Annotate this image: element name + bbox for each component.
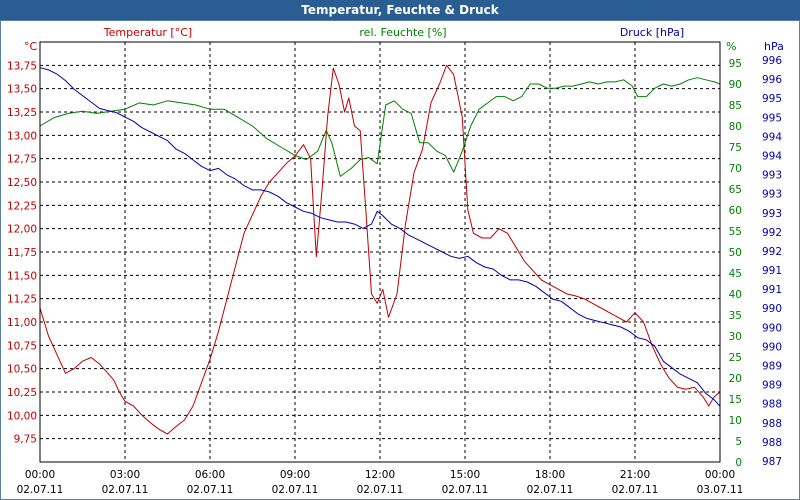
x-tick-date-label: 02.07.11 [102, 484, 149, 496]
pressure-tick-label: 987 [762, 456, 782, 468]
x-tick-time-label: 12:00 [365, 469, 395, 481]
x-tick-time-label: 09:00 [280, 469, 310, 481]
x-tick-date-label: 02.07.11 [187, 484, 234, 496]
pressure-tick-label: 989 [762, 380, 782, 392]
humidity-tick-label: 80 [729, 121, 742, 133]
temperature-tick-label: 11,75 [7, 247, 37, 259]
pressure-tick-label: 994 [762, 131, 782, 143]
chart-title: Temperatur, Feuchte & Druck [0, 0, 800, 20]
humidity-tick-label: 60 [729, 205, 742, 217]
humidity-tick-label: 25 [729, 352, 742, 364]
temperature-tick-label: 13,25 [7, 107, 37, 119]
pressure-tick-label: 994 [762, 150, 782, 162]
temperature-tick-label: 11,00 [7, 317, 37, 329]
pressure-tick-label: 990 [762, 322, 782, 334]
pressure-tick-label: 988 [762, 399, 782, 411]
tick-labels: 00:00 02.07.11 03:00 02.07.11 06:00 02.07.11 0… [7, 55, 782, 496]
x-tick-time-label: 21:00 [620, 469, 650, 481]
pressure-tick-label: 993 [762, 189, 782, 201]
x-tick-date-label: 03.07.11 [697, 484, 744, 496]
pressure-tick-label: 991 [762, 265, 782, 277]
humidity-tick-label: 55 [729, 226, 742, 238]
pressure-tick-label: 990 [762, 303, 782, 315]
x-tick-time-label: 06:00 [195, 469, 225, 481]
temperature-axis-label: Temperatur [°C] [103, 26, 192, 39]
humidity-tick-label: 0 [735, 457, 742, 469]
pressure-tick-label: 990 [762, 341, 782, 353]
pressure-tick-label: 989 [762, 361, 782, 373]
pressure-tick-label: 996 [762, 74, 782, 86]
humidity-tick-label: 75 [729, 142, 742, 154]
temperature-tick-label: 12,25 [7, 200, 37, 212]
humidity-tick-label: 10 [729, 415, 742, 427]
pressure-tick-label: 991 [762, 284, 782, 296]
temperature-tick-label: 10,50 [7, 364, 37, 376]
pressure-series-line [39, 67, 721, 407]
humidity-tick-label: 95 [729, 58, 742, 70]
pressure-tick-label: 996 [762, 55, 782, 67]
x-tick-date-label: 02.07.11 [527, 484, 574, 496]
temperature-tick-label: 11,25 [7, 294, 37, 306]
humidity-tick-label: 30 [729, 331, 742, 343]
pressure-tick-label: 993 [762, 170, 782, 182]
temperature-tick-label: 10,75 [7, 340, 37, 352]
temperature-tick-label: 10,25 [7, 387, 37, 399]
pressure-axis-label: Druck [hPa] [620, 26, 684, 39]
temperature-tick-label: 12,00 [7, 224, 37, 236]
x-tick-time-label: 03:00 [110, 469, 140, 481]
humidity-series-line [39, 77, 721, 177]
humidity-tick-label: 45 [729, 268, 742, 280]
plot-border [39, 41, 721, 463]
temperature-tick-label: 11,50 [7, 270, 37, 282]
humidity-tick-label: 5 [735, 436, 742, 448]
grid [40, 42, 720, 462]
temperature-tick-label: 13,75 [7, 60, 37, 72]
x-tick-date-label: 02.07.11 [357, 484, 404, 496]
pressure-tick-label: 995 [762, 93, 782, 105]
temperature-tick-label: 12,50 [7, 177, 37, 189]
pressure-tick-label: 993 [762, 208, 782, 220]
pressure-tick-label: 992 [762, 227, 782, 239]
pressure-tick-label: 988 [762, 418, 782, 430]
x-tick-time-label: 15:00 [450, 469, 480, 481]
humidity-tick-label: 35 [729, 310, 742, 322]
x-tick-date-label: 02.07.11 [272, 484, 319, 496]
temperature-tick-label: 13,00 [7, 130, 37, 142]
pressure-tick-label: 995 [762, 112, 782, 124]
temperature-tick-label: 12,75 [7, 154, 37, 166]
temperature-tick-label: 9,75 [14, 434, 37, 446]
temperature-tick-label: 10,00 [7, 410, 37, 422]
temperature-series-line [39, 64, 721, 435]
humidity-unit-label: % [726, 40, 736, 53]
series-lines [39, 64, 721, 435]
x-tick-time-label: 00:00 [705, 469, 735, 481]
x-tick-date-label: 02.07.11 [442, 484, 489, 496]
x-tick-date-label: 02.07.11 [612, 484, 659, 496]
humidity-tick-label: 65 [729, 184, 742, 196]
humidity-tick-label: 90 [729, 79, 742, 91]
humidity-tick-label: 85 [729, 100, 742, 112]
humidity-tick-label: 50 [729, 247, 742, 259]
humidity-tick-label: 70 [729, 163, 742, 175]
pressure-unit-label: hPa [764, 40, 784, 53]
humidity-tick-label: 15 [729, 394, 742, 406]
humidity-tick-label: 40 [729, 289, 742, 301]
x-tick-time-label: 18:00 [535, 469, 565, 481]
humidity-tick-label: 20 [729, 373, 742, 385]
x-tick-time-label: 00:00 [25, 469, 55, 481]
temperature-unit-label: °C [24, 40, 38, 53]
temperature-tick-label: 13,50 [7, 84, 37, 96]
x-tick-date-label: 02.07.11 [17, 484, 64, 496]
humidity-axis-label: rel. Feuchte [%] [359, 26, 446, 39]
pressure-tick-label: 992 [762, 246, 782, 258]
pressure-tick-label: 988 [762, 437, 782, 449]
